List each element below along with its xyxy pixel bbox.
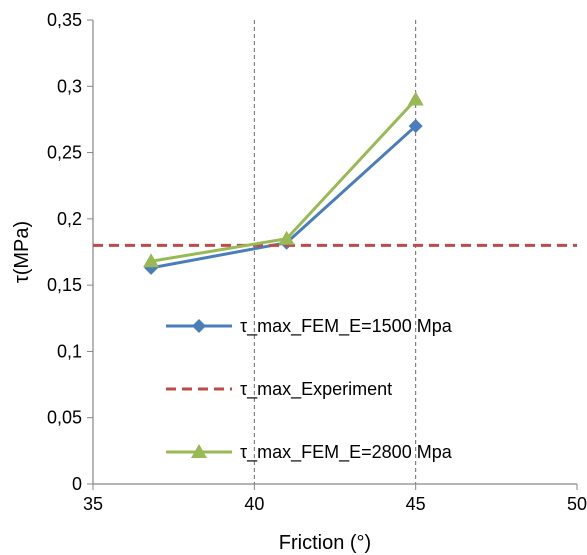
tick-labels: 0 0,05 0,1 0,15 0,2 0,25 0,3 0,35 35 40 45 50 [47,10,587,514]
y-tick-label: 0 [72,474,82,494]
axes [92,20,577,485]
y-tick-label: 0,2 [57,209,82,229]
diamond-marker [192,319,206,333]
x-tick-label: 40 [244,494,264,514]
series [93,91,577,275]
grid [253,20,417,484]
y-tick-label: 0,3 [57,76,82,96]
x-tick-label: 35 [83,494,103,514]
y-tick-label: 0,1 [57,341,82,361]
triangle-marker [191,444,207,458]
x-tick-label: 45 [406,494,426,514]
triangle-marker [407,91,424,106]
y-axis-title: τ(MPa) [11,221,33,283]
legend-label: τ_max_Experiment [240,379,392,400]
y-tick-label: 0,25 [47,143,82,163]
legend-label: τ_max_FEM_E=2800 Mpa [240,442,453,463]
y-tick-label: 0,05 [47,408,82,428]
x-tick-label: 50 [567,494,587,514]
triangle-marker [278,230,295,245]
y-tick-label: 0,35 [47,10,82,30]
x-axis-title: Friction (°) [279,532,371,554]
diamond-marker [408,119,423,134]
triangle-marker [143,253,160,268]
y-tick-label: 0,15 [47,275,82,295]
legend: τ_max_FEM_E=1500 Mpa τ_max_Experiment τ_ma… [166,316,453,463]
legend-label: τ_max_FEM_E=1500 Mpa [240,316,453,337]
